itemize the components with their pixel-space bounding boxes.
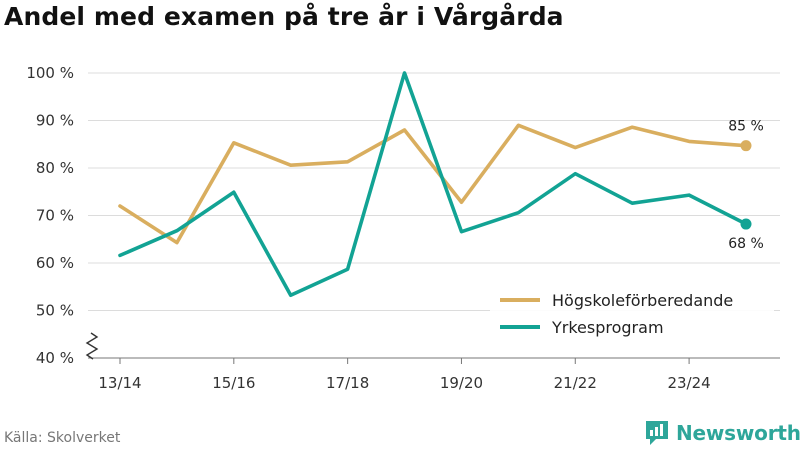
end-point-marker [740, 140, 752, 152]
x-tick-label: 21/22 [554, 374, 597, 392]
series-line-2 [118, 71, 748, 298]
legend-label: Yrkesprogram [551, 318, 664, 337]
axis-break-icon [85, 332, 99, 360]
x-tick-label: 19/20 [440, 374, 483, 392]
x-tick-label: 13/14 [98, 374, 141, 392]
series-line-1 [118, 123, 748, 245]
brand-logo: Newsworthy [644, 418, 800, 448]
legend-label: Högskoleförberedande [552, 291, 733, 310]
brand-name: Newsworthy [676, 421, 800, 445]
source-note: Källa: Skolverket [4, 430, 121, 446]
y-tick-label: 60 % [36, 254, 74, 272]
x-tick-label: 17/18 [326, 374, 369, 392]
y-tick-label: 80 % [36, 159, 74, 177]
legend-background [490, 282, 774, 344]
end-value-label: 85 % [728, 119, 764, 135]
x-tick-label: 15/16 [212, 374, 255, 392]
y-tick-label: 70 % [36, 207, 74, 225]
y-tick-label: 90 % [36, 112, 74, 130]
x-tick-label: 23/24 [667, 374, 710, 392]
chart-title: Andel med examen på tre år i Vårgårda [4, 2, 564, 31]
y-tick-label: 50 % [36, 302, 74, 320]
y-tick-label: 40 % [36, 349, 74, 367]
newsworthy-logo-icon [646, 421, 668, 445]
end-value-label: 68 % [728, 236, 764, 252]
y-tick-label: 100 % [26, 64, 74, 82]
end-point-marker [740, 218, 752, 230]
